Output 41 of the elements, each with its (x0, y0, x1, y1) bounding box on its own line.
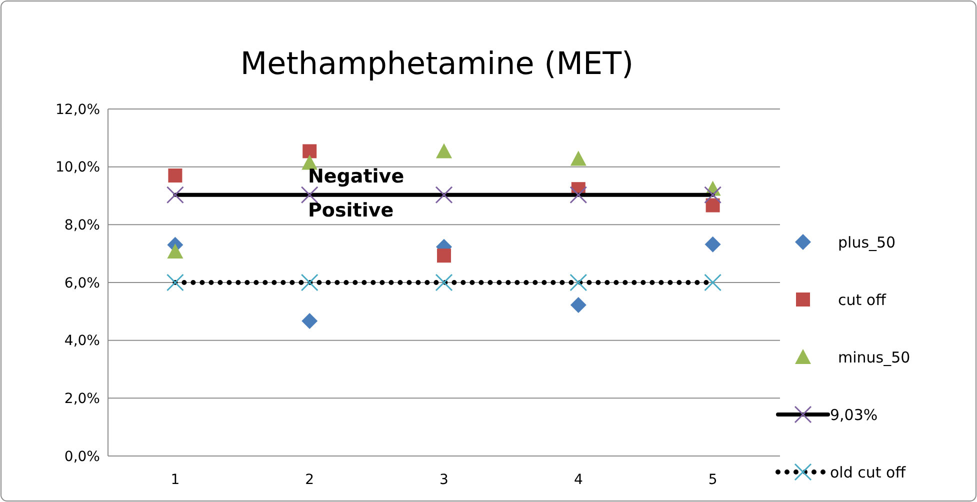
point (302, 144, 317, 158)
point (437, 248, 451, 263)
point (300, 274, 318, 292)
legend-label: 9,03% (830, 406, 878, 424)
x-tick-label: 4 (574, 472, 583, 488)
point (302, 312, 318, 329)
point (704, 236, 721, 252)
x-tick-label: 2 (305, 472, 314, 488)
legend-label: plus_50 (838, 233, 896, 252)
point (166, 186, 184, 204)
point (704, 186, 722, 204)
point (570, 274, 588, 292)
point (168, 168, 182, 183)
point (570, 297, 586, 314)
y-tick-label: 12,0% (56, 102, 100, 118)
y-tick-label: 8,0% (64, 218, 100, 234)
chart-title: Methamphetamine (MET) (240, 46, 634, 82)
point (167, 244, 184, 259)
point (706, 198, 720, 212)
legend-label: minus_50 (838, 348, 910, 366)
point (166, 274, 184, 292)
point (570, 150, 586, 166)
annotation: Negative (308, 166, 404, 188)
y-tick-label: 6,0% (64, 275, 100, 292)
annotation: Positive (308, 200, 394, 222)
y-tick-label: 10,0% (56, 160, 100, 176)
x-tick-label: 3 (440, 472, 448, 488)
point (302, 154, 318, 170)
y-tick-label: 2,0% (64, 391, 100, 408)
x-tick-label: 5 (708, 472, 718, 488)
y-tick-label: 4,0% (64, 333, 100, 350)
legend-label: cut off (838, 290, 887, 309)
point (435, 186, 453, 204)
legend-label: old cut off (830, 463, 906, 482)
point (300, 186, 318, 204)
point (704, 274, 722, 292)
x-tick-label: 1 (170, 472, 180, 488)
y-tick-label: 0,0% (64, 448, 100, 465)
point (436, 143, 452, 158)
point (570, 186, 588, 204)
point (435, 274, 453, 292)
